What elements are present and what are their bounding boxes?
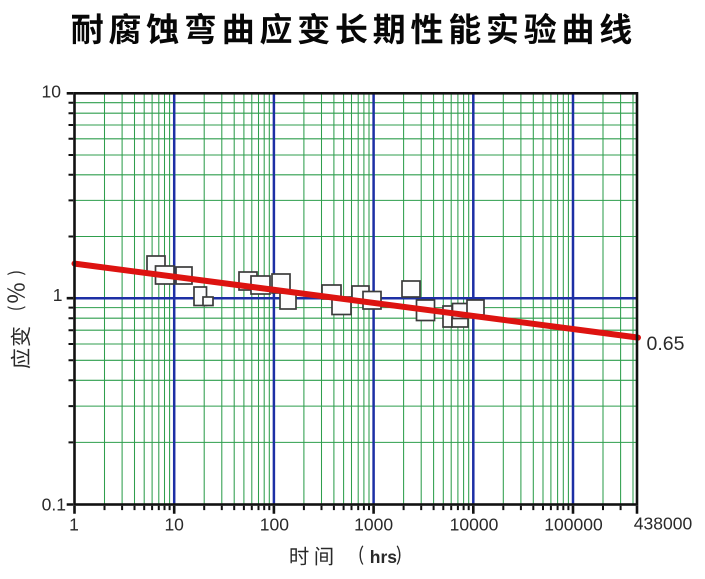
svg-text:438000: 438000 (634, 514, 693, 534)
svg-text:hrs: hrs (370, 547, 398, 567)
svg-text:100000: 100000 (544, 515, 603, 535)
svg-text:1000: 1000 (354, 515, 393, 535)
svg-text:1: 1 (69, 515, 79, 535)
svg-text:1: 1 (53, 285, 63, 305)
svg-text:10000: 10000 (450, 515, 499, 535)
svg-text:10: 10 (164, 515, 184, 535)
svg-text:0.65: 0.65 (647, 333, 685, 355)
svg-text:100: 100 (260, 515, 289, 535)
svg-text:0.1: 0.1 (42, 495, 66, 515)
svg-text:10: 10 (42, 82, 62, 102)
